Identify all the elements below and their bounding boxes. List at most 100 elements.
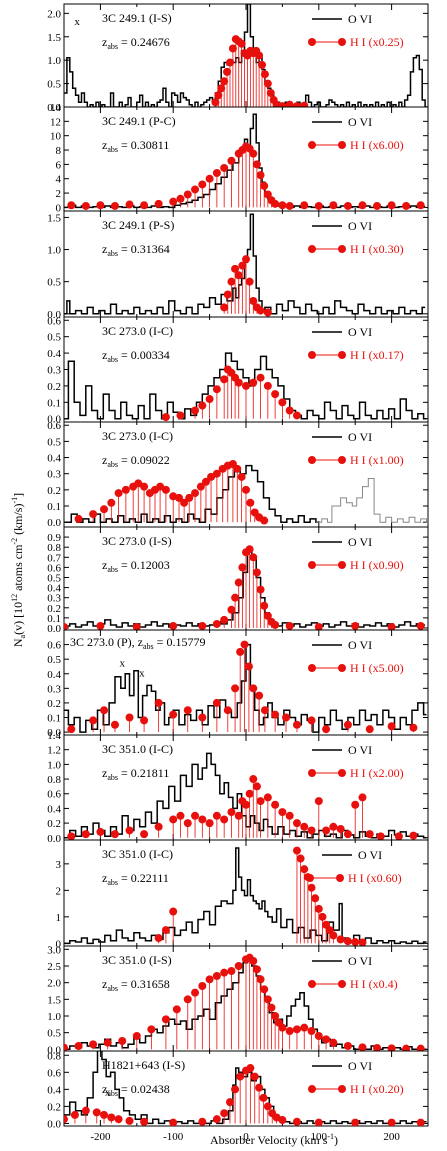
panel-11: 0.0 0.2 0.4 0.6 0.8 -200 -100 0 100 200 x H1821+643…	[47, 1050, 429, 1143]
hi-point	[336, 935, 345, 944]
hi-point	[198, 815, 207, 824]
panel-z-label: zabs = 0.09022	[102, 453, 170, 469]
x-tick-label: 200	[383, 1131, 400, 1143]
hi-point	[373, 201, 382, 210]
hi-point	[329, 931, 338, 940]
hi-point	[74, 514, 83, 523]
panel-z-label: zabs = 0.00334	[102, 348, 170, 364]
hi-point	[282, 713, 291, 722]
y-tick-label: 0.5	[47, 572, 61, 584]
panels-group: 0.0 0.5 1.0 1.5 2.0 x 3C 249.1 (I-S) zabs = 0.2…	[47, 3, 429, 1143]
hi-point	[271, 390, 280, 399]
hi-point	[227, 967, 236, 975]
hi-point	[387, 1118, 396, 1126]
legend-hi-label: H I (x0.17)	[350, 348, 404, 362]
hi-point	[198, 180, 207, 189]
hi-point	[246, 1064, 255, 1073]
hi-point	[191, 185, 200, 194]
hi-point	[250, 1072, 259, 1081]
y-tick-label: 0.4	[47, 583, 61, 595]
hi-point	[212, 1115, 221, 1124]
svg-text:Absorber Velocity (km s-1): Absorber Velocity (km s-1)	[210, 1132, 338, 1147]
panel-label: 3C 273.0 (I-S)	[102, 534, 172, 548]
hi-point	[110, 830, 119, 839]
hi-point	[154, 822, 163, 831]
y-tick-label: 0.5	[47, 277, 61, 289]
y-tick-label: 1.5	[47, 32, 61, 44]
legend-hi-label: H I (x1.00)	[350, 453, 404, 467]
panel-data	[64, 953, 427, 1051]
panel-data	[64, 4, 428, 107]
hi-point	[373, 1044, 382, 1051]
hi-point	[358, 1043, 367, 1051]
y-tick-label: 2.5	[47, 961, 61, 973]
y-tick-label: 0.0	[47, 727, 61, 739]
panel-1: 0.0 0.5 1.0 1.5 2.0 x 3C 249.1 (I-S) zabs = 0.2…	[47, 3, 429, 114]
hi-point	[271, 1012, 280, 1020]
hi-point	[67, 832, 76, 840]
hi-point	[107, 1113, 116, 1122]
hi-point	[114, 489, 123, 498]
hi-point	[260, 601, 269, 610]
y-axis-label: Na(v) [1012 atoms cm-2 (km/s)-1]	[10, 493, 27, 647]
hi-point	[180, 498, 189, 507]
hi-point	[249, 149, 258, 158]
x-tick-label: -100	[163, 1131, 184, 1143]
hi-point	[191, 489, 200, 498]
hi-point	[260, 516, 269, 525]
hi-point	[81, 1106, 90, 1115]
hi-point	[343, 720, 352, 729]
legend-hi-dot	[338, 664, 346, 672]
y-tick-label: 4	[56, 174, 62, 186]
hi-point	[260, 70, 269, 79]
legend-ovi-label: O VI	[348, 954, 372, 968]
hi-point	[212, 972, 221, 980]
hi-point	[96, 201, 105, 210]
hi-point	[107, 498, 116, 507]
hi-point	[214, 91, 223, 100]
hi-point	[329, 201, 338, 210]
legend-ovi-label: O VI	[348, 430, 372, 444]
hi-point	[249, 553, 258, 562]
annotation-x: x	[119, 657, 125, 669]
hi-point	[140, 482, 149, 491]
hi-point	[220, 375, 229, 384]
hi-point	[185, 493, 194, 502]
hi-point	[220, 1109, 229, 1118]
y-tick-label: 0.2	[47, 603, 61, 615]
y-tick-label: 3.0	[47, 944, 61, 956]
hi-point	[183, 190, 192, 199]
hi-point	[140, 716, 149, 725]
hi-point	[100, 505, 109, 514]
panel-data	[64, 213, 426, 317]
y-tick-label: 1	[56, 912, 62, 924]
hi-point	[256, 306, 265, 315]
panel-5: 0.0 0.1 0.2 0.3 0.4 0.5 0.6 3C 273.0 (I-C) zabs …	[47, 420, 429, 529]
hi-point	[249, 378, 258, 387]
hi-point	[271, 199, 280, 208]
hi-point	[212, 698, 221, 707]
panel-9: 0 1 2 3 3C 351.0 (I-C) zabs = 0.22111 O VI H I …	[56, 839, 429, 950]
hi-point	[292, 102, 301, 107]
hi-point	[416, 201, 425, 210]
hi-point	[278, 808, 287, 817]
hi-point	[183, 819, 192, 828]
hi-point	[307, 826, 316, 835]
legend-hi-label: H I (x5.00)	[350, 661, 404, 675]
hi-point	[220, 615, 229, 624]
y-tick-label: 1.0	[47, 759, 61, 771]
hi-point	[121, 485, 130, 494]
legend-hi-dot	[308, 245, 316, 253]
hi-point	[89, 1040, 98, 1049]
hi-point	[169, 621, 178, 630]
x-axis-label-end: )	[334, 1133, 338, 1147]
hi-point	[110, 720, 119, 729]
hi-point	[318, 912, 327, 921]
y-tick-label: 0.3	[47, 683, 61, 695]
hi-point	[278, 1116, 287, 1125]
y-tick-label: 0.6	[47, 1067, 61, 1079]
panel-z-label: zabs = 0.22111	[102, 871, 169, 887]
panel-label: 3C 273.0 (I-C)	[102, 324, 173, 338]
legend-ovi-label: O VI	[348, 743, 372, 757]
